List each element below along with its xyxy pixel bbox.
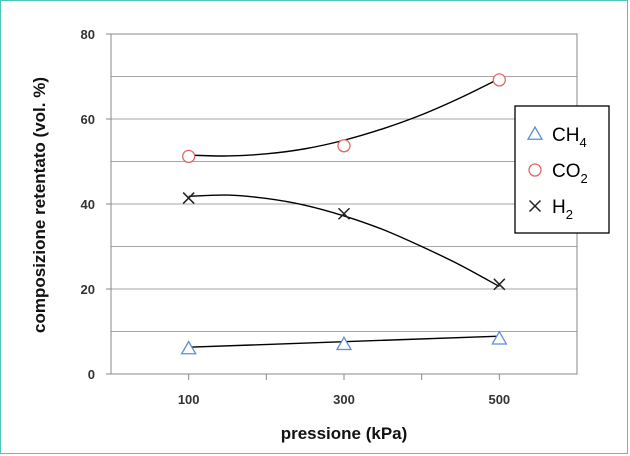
legend-label-subscript: 4 [579,135,586,150]
legend-marker-ch4 [526,125,544,140]
x-axis-ticks: 100 300 500 [178,374,510,407]
point-h2 [182,192,195,205]
data-points [180,73,508,355]
trend-line-h2 [188,194,500,288]
point-co2 [337,139,351,153]
x-tick-label: 100 [178,392,200,407]
y-tick-label: 0 [88,367,95,382]
x-tick-label: 300 [333,392,355,407]
x-axis-label: pressione (kPa) [281,424,408,443]
legend-label-h2: H2 [552,197,573,222]
legend-label-co2: CO2 [552,161,588,186]
y-tick-label: 80 [81,27,95,42]
point-h2 [493,278,506,291]
point-ch4 [491,330,508,345]
point-ch4 [335,335,353,351]
point-co2 [182,149,196,164]
point-co2 [492,73,506,87]
x-tick-label: 500 [488,392,510,407]
legend-label-subscript: 2 [581,171,588,186]
legend-label-text: CO [552,161,581,182]
legend-label-text: CH [552,125,579,146]
point-h2 [337,207,351,220]
y-axis-label: composizione retentato (vol. %) [30,77,49,333]
point-ch4 [180,340,197,355]
legend-marker-h2 [528,199,542,213]
y-tick-label: 40 [81,197,95,212]
y-tick-label: 20 [81,282,95,297]
legend-label-subscript: 2 [566,207,573,222]
legend-label-ch4: CH4 [552,125,587,150]
legend-marker-co2 [528,163,542,177]
legend-label-text: H [552,197,566,218]
gridlines [111,76,577,332]
y-axis-ticks: 0 20 40 60 80 [81,27,111,382]
y-tick-label: 60 [81,112,95,127]
